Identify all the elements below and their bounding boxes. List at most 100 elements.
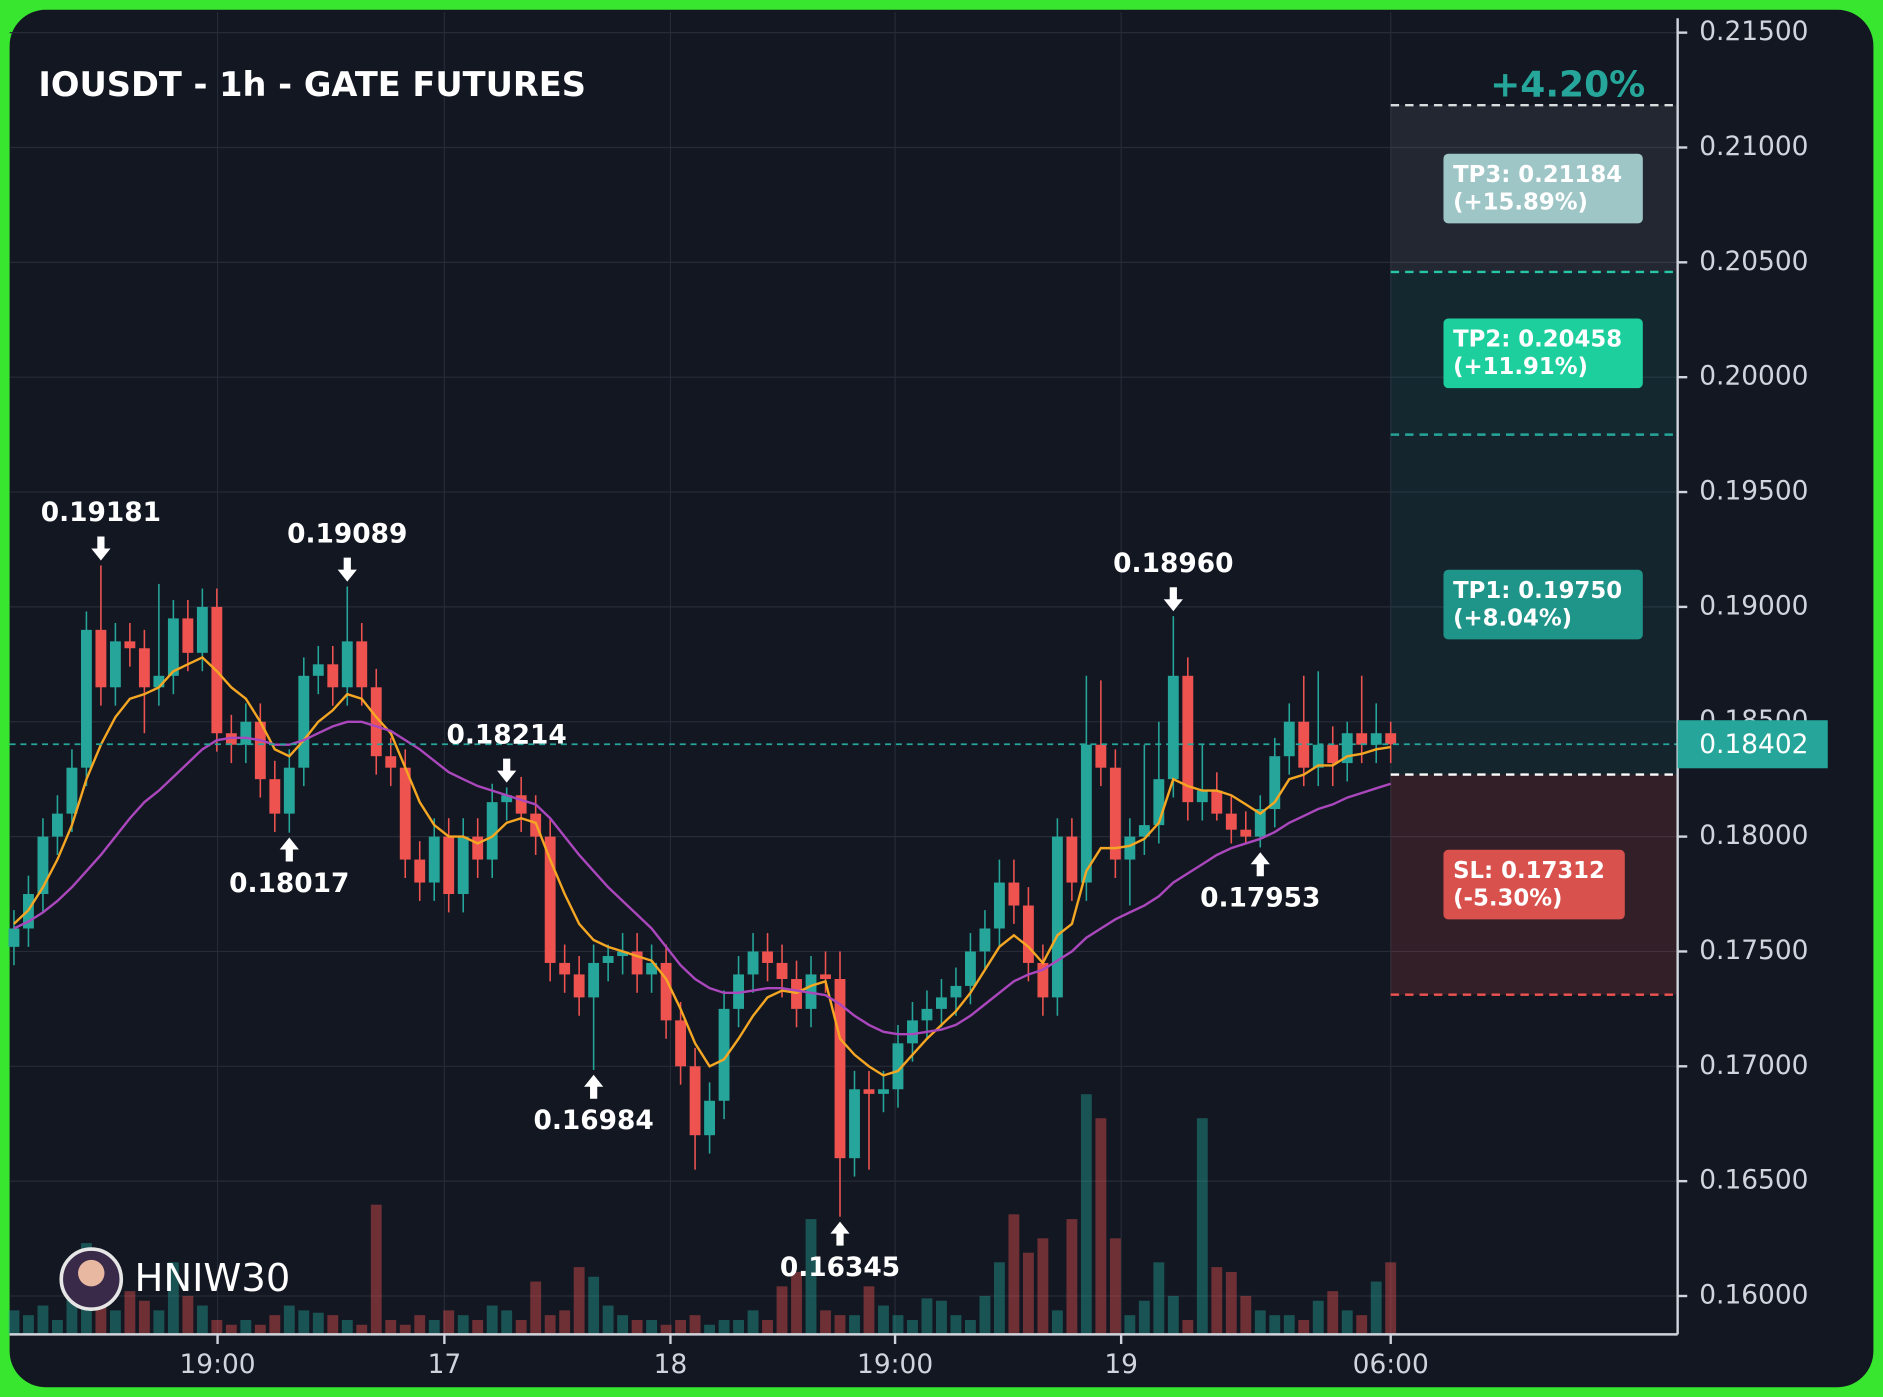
candle-body [1066, 836, 1078, 883]
level-change: (+8.04%) [1453, 606, 1572, 632]
volume-bar [1225, 1271, 1237, 1335]
candle-body [428, 836, 440, 883]
volume-bar [544, 1315, 556, 1335]
volume-bar [805, 1219, 817, 1335]
candle-body [1095, 744, 1107, 768]
volume-bar [167, 1262, 179, 1335]
plot: TP3: 0.21184(+15.89%) TP2: 0.20458(+11.91… [8, 12, 1828, 1380]
candle-body [414, 859, 426, 883]
volume-bar [428, 1319, 440, 1335]
candle-body [515, 795, 527, 814]
volume-bar [1051, 1310, 1063, 1335]
candle-body [399, 767, 411, 860]
avatar-face [78, 1259, 105, 1287]
candle-body [95, 629, 107, 688]
candle-body [1327, 744, 1339, 764]
volume-bar [1269, 1315, 1281, 1335]
volume-bar [878, 1305, 889, 1335]
candle-body [167, 618, 179, 676]
candle-body [1080, 744, 1092, 883]
volume-bar [1370, 1281, 1382, 1335]
x-tick-label: 06:00 [1353, 1349, 1429, 1380]
y-tick-label: 0.16500 [1699, 1165, 1808, 1196]
candle-body [675, 1020, 687, 1067]
volume-bar [892, 1315, 904, 1335]
candle-body [443, 836, 455, 895]
candle-body [718, 1008, 730, 1101]
volume-bar [225, 1324, 237, 1335]
candle-body [1008, 882, 1020, 906]
candle-body [1022, 905, 1034, 963]
volume-bar [1327, 1291, 1339, 1335]
y-tick-label: 0.17000 [1699, 1050, 1808, 1081]
volume-bar [1037, 1238, 1049, 1335]
annotation-label: 0.16345 [780, 1252, 900, 1283]
volume-bar [37, 1305, 49, 1335]
y-tick-label: 0.19500 [1699, 476, 1808, 507]
candle-body [182, 618, 194, 653]
volume-bar [1182, 1319, 1194, 1335]
candle-body [1124, 836, 1136, 860]
candle-body [1356, 733, 1368, 745]
volume-bar [646, 1319, 658, 1335]
volume-bar [399, 1324, 411, 1335]
candle-body [370, 687, 382, 757]
volume-bar [834, 1315, 846, 1335]
candle-body [993, 882, 1005, 929]
volume-bar [964, 1319, 976, 1335]
candle-body [907, 1020, 918, 1044]
volume-bar [1240, 1295, 1252, 1335]
volume-bar [385, 1319, 397, 1335]
volume-bar [718, 1319, 730, 1335]
annotation-arrow [1163, 587, 1183, 612]
volume-bar [66, 1286, 78, 1335]
candle-body [269, 779, 281, 814]
candle-body [617, 951, 629, 957]
annotation-arrow [497, 758, 517, 783]
annotation-label: 0.17953 [1200, 883, 1320, 914]
candle-body [892, 1043, 904, 1090]
candle-body [341, 641, 353, 688]
candle-body [1312, 744, 1324, 768]
volume-bar [1124, 1315, 1136, 1335]
level-box [1443, 318, 1643, 389]
volume-bar [602, 1305, 614, 1335]
candle-body [1283, 721, 1295, 757]
volume-bar [573, 1267, 585, 1335]
candle-body [1211, 790, 1223, 814]
volume-bar [1298, 1319, 1310, 1335]
candle-body [66, 767, 78, 814]
volume-bar [1312, 1300, 1324, 1335]
annotation-label: 0.19089 [287, 518, 407, 549]
volume-bar [240, 1319, 252, 1335]
volume-bar [370, 1204, 382, 1335]
volume-bar [559, 1310, 571, 1335]
annotation-arrow [584, 1074, 604, 1099]
candle-body [327, 664, 339, 688]
candle-body [950, 985, 962, 998]
volume-bar [1385, 1262, 1397, 1335]
candle-body [298, 675, 310, 768]
candle-body [1109, 767, 1121, 860]
candle-body [1385, 733, 1397, 745]
candle-body [501, 795, 513, 803]
volume-bar [1109, 1238, 1121, 1335]
panel [9, 9, 1874, 1388]
candle-body [660, 962, 672, 1021]
candle-body [863, 1089, 875, 1094]
volume-bar [1008, 1214, 1020, 1335]
candle-body [979, 928, 991, 952]
volume-bar [472, 1319, 484, 1335]
volume-bar [1066, 1219, 1078, 1335]
candle-body [8, 928, 20, 947]
candle-body [80, 629, 92, 768]
volume-bar [689, 1315, 701, 1335]
volume-bar [254, 1324, 266, 1335]
x-tick-label: 17 [428, 1349, 462, 1380]
y-tick-label: 0.21000 [1699, 131, 1808, 162]
candle-body [878, 1089, 889, 1094]
watermark: HNIW30 [135, 1256, 291, 1301]
level-label: TP2: 0.20458 [1453, 327, 1622, 353]
candle-body [1370, 733, 1382, 745]
chart-title: IOUSDT - 1h - GATE FUTURES [38, 65, 586, 104]
